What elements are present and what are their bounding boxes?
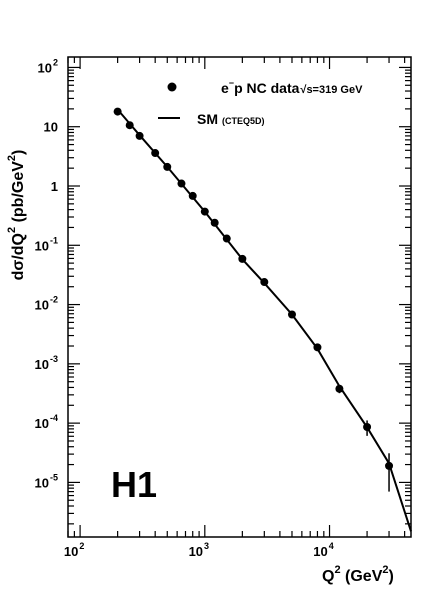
data-point <box>222 234 231 243</box>
data-point <box>188 191 197 200</box>
legend-model-label: SM (CTEQ5D) <box>197 111 265 127</box>
data-series <box>113 107 394 492</box>
data-point <box>363 423 372 432</box>
data-point <box>163 162 172 171</box>
data-point <box>151 149 160 158</box>
data-point <box>177 179 186 188</box>
data-point <box>313 343 322 352</box>
data-point <box>238 254 247 263</box>
data-point <box>385 461 394 470</box>
legend-data-marker <box>167 82 177 92</box>
y-tick-label: 10-2 <box>35 295 58 313</box>
h1-label: H1 <box>111 464 157 505</box>
y-tick-label: 102 <box>38 57 58 75</box>
x-tick-label: 104 <box>313 541 333 559</box>
y-tick-label: 1 <box>51 179 58 194</box>
y-tick-label: 10-3 <box>35 354 58 372</box>
data-point <box>287 310 296 319</box>
y-tick-label: 10 <box>44 120 58 135</box>
y-tick-label: 10-1 <box>35 235 58 253</box>
y-axis: 102 10 1 10-1 10-2 10-3 10-4 10-5 <box>35 57 411 525</box>
data-point <box>335 384 344 393</box>
x-axis-title: Q2 (GeV2) <box>322 564 394 585</box>
sm-model-curve <box>116 108 412 532</box>
y-tick-label: 10-5 <box>35 472 58 490</box>
plot-frame <box>67 56 412 538</box>
x-axis: 102 103 104 <box>64 57 406 559</box>
data-point <box>135 131 144 140</box>
data-point <box>260 278 269 287</box>
legend-data-label: e−p NC data√s=319 GeV <box>221 78 363 96</box>
data-point <box>200 207 209 216</box>
data-point <box>125 121 134 130</box>
y-axis-title: dσ/dQ2 (pb/GeV2) <box>6 150 27 281</box>
data-point <box>113 107 122 116</box>
x-tick-label: 103 <box>189 541 209 559</box>
data-point <box>210 218 219 227</box>
x-tick-label: 102 <box>64 541 84 559</box>
y-tick-label: 10-4 <box>35 413 58 431</box>
legend: e−p NC data√s=319 GeV SM (CTEQ5D) <box>158 78 363 127</box>
